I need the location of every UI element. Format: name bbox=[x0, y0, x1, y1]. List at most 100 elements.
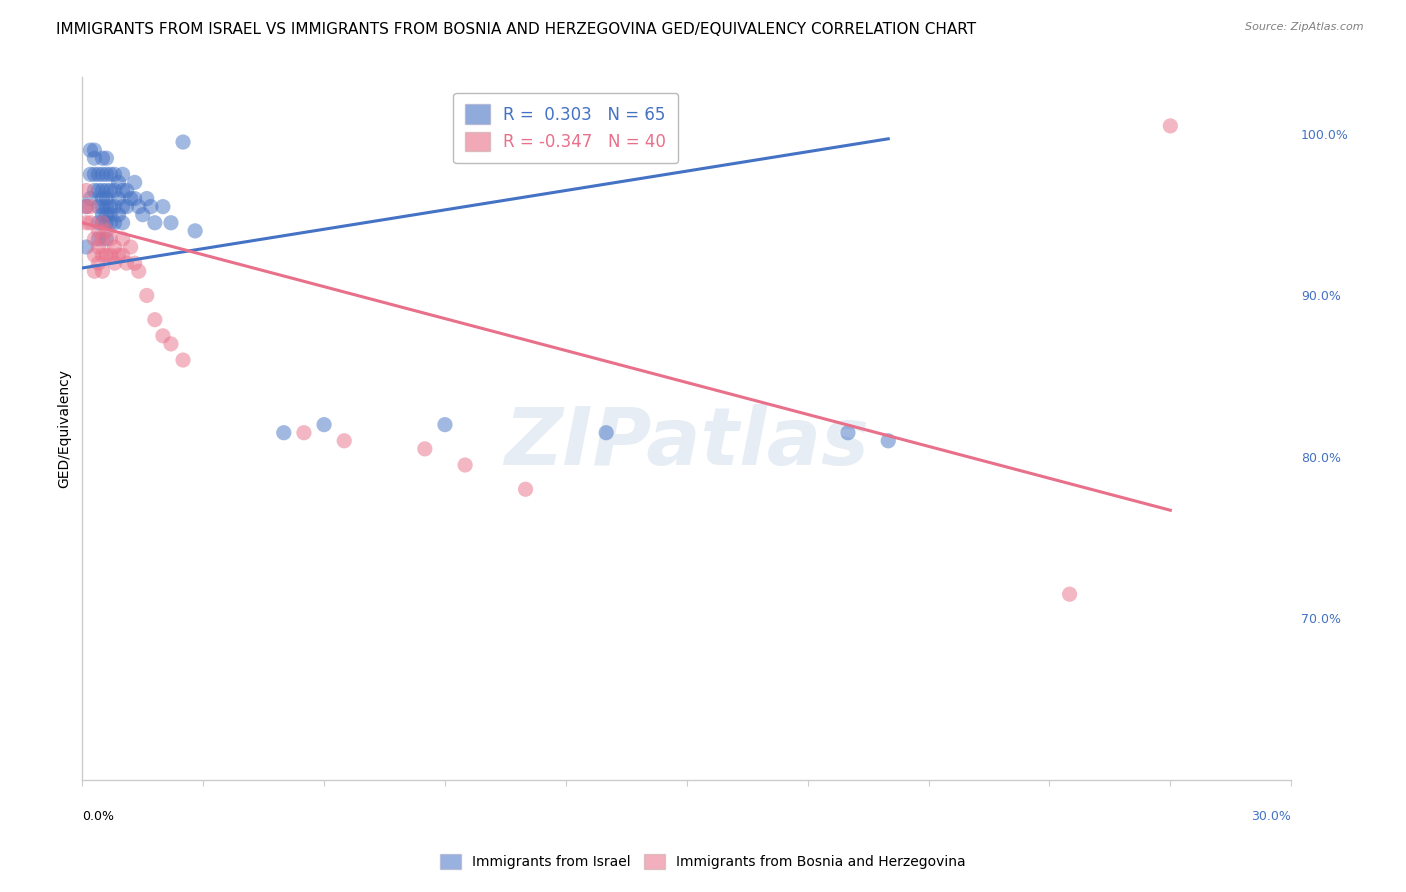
Point bbox=[87, 256, 110, 270]
Point bbox=[79, 143, 101, 157]
Point bbox=[107, 192, 129, 206]
Point bbox=[515, 482, 537, 496]
Point bbox=[79, 167, 101, 181]
Point bbox=[75, 184, 97, 198]
Point bbox=[103, 200, 125, 214]
Point bbox=[79, 216, 101, 230]
Point bbox=[100, 248, 122, 262]
Point bbox=[91, 192, 114, 206]
Point bbox=[124, 192, 146, 206]
Point bbox=[91, 167, 114, 181]
Point bbox=[91, 248, 114, 262]
Point bbox=[83, 264, 105, 278]
Point bbox=[91, 216, 114, 230]
Point bbox=[111, 216, 134, 230]
Point bbox=[83, 151, 105, 165]
Point bbox=[96, 167, 118, 181]
Point bbox=[312, 417, 335, 432]
Point bbox=[172, 353, 194, 368]
Point bbox=[96, 192, 118, 206]
Point bbox=[160, 337, 183, 351]
Point bbox=[96, 200, 118, 214]
Text: ZIPatlas: ZIPatlas bbox=[505, 404, 869, 482]
Point bbox=[172, 135, 194, 149]
Point bbox=[111, 248, 134, 262]
Point bbox=[433, 417, 456, 432]
Point bbox=[91, 208, 114, 222]
Point bbox=[454, 458, 477, 472]
Point bbox=[87, 200, 110, 214]
Point bbox=[87, 240, 110, 254]
Text: IMMIGRANTS FROM ISRAEL VS IMMIGRANTS FROM BOSNIA AND HERZEGOVINA GED/EQUIVALENCY: IMMIGRANTS FROM ISRAEL VS IMMIGRANTS FRO… bbox=[56, 22, 976, 37]
Point bbox=[111, 184, 134, 198]
Point bbox=[152, 328, 174, 343]
Legend: R =  0.303   N = 65, R = -0.347   N = 40: R = 0.303 N = 65, R = -0.347 N = 40 bbox=[453, 93, 678, 163]
Point bbox=[413, 442, 436, 456]
Point bbox=[107, 208, 129, 222]
Point bbox=[87, 224, 110, 238]
Point bbox=[96, 224, 118, 238]
Legend: Immigrants from Israel, Immigrants from Bosnia and Herzegovina: Immigrants from Israel, Immigrants from … bbox=[433, 847, 973, 876]
Text: 0.0%: 0.0% bbox=[83, 811, 114, 823]
Point bbox=[135, 192, 157, 206]
Point bbox=[91, 264, 114, 278]
Point bbox=[124, 175, 146, 189]
Point bbox=[91, 200, 114, 214]
Point bbox=[75, 200, 97, 214]
Point bbox=[837, 425, 859, 440]
Point bbox=[96, 248, 118, 262]
Point bbox=[184, 224, 207, 238]
Point bbox=[143, 312, 166, 326]
Text: 30.0%: 30.0% bbox=[1251, 811, 1291, 823]
Point bbox=[87, 216, 110, 230]
Point bbox=[595, 425, 617, 440]
Point bbox=[79, 200, 101, 214]
Point bbox=[91, 232, 114, 246]
Point bbox=[96, 216, 118, 230]
Point bbox=[83, 184, 105, 198]
Point bbox=[100, 216, 122, 230]
Point bbox=[103, 216, 125, 230]
Point bbox=[100, 208, 122, 222]
Point bbox=[100, 232, 122, 246]
Point bbox=[83, 248, 105, 262]
Point bbox=[96, 208, 118, 222]
Point bbox=[111, 167, 134, 181]
Point bbox=[96, 184, 118, 198]
Point bbox=[111, 232, 134, 246]
Point bbox=[120, 240, 142, 254]
Point bbox=[111, 200, 134, 214]
Point bbox=[152, 200, 174, 214]
Y-axis label: GED/Equivalency: GED/Equivalency bbox=[58, 369, 72, 488]
Point bbox=[75, 200, 97, 214]
Point bbox=[83, 232, 105, 246]
Point bbox=[128, 264, 150, 278]
Point bbox=[103, 167, 125, 181]
Point bbox=[75, 240, 97, 254]
Point bbox=[103, 240, 125, 254]
Text: Source: ZipAtlas.com: Source: ZipAtlas.com bbox=[1246, 22, 1364, 32]
Point bbox=[96, 151, 118, 165]
Point bbox=[128, 200, 150, 214]
Point bbox=[91, 151, 114, 165]
Point bbox=[100, 184, 122, 198]
Point bbox=[1059, 587, 1081, 601]
Point bbox=[1159, 119, 1181, 133]
Point bbox=[87, 184, 110, 198]
Point bbox=[135, 288, 157, 302]
Point bbox=[91, 216, 114, 230]
Point bbox=[160, 216, 183, 230]
Point bbox=[877, 434, 900, 448]
Point bbox=[139, 200, 162, 214]
Point bbox=[115, 200, 138, 214]
Point bbox=[115, 256, 138, 270]
Point bbox=[107, 248, 129, 262]
Point bbox=[75, 216, 97, 230]
Point bbox=[91, 184, 114, 198]
Point bbox=[273, 425, 295, 440]
Point bbox=[107, 175, 129, 189]
Point bbox=[333, 434, 356, 448]
Point bbox=[115, 184, 138, 198]
Point bbox=[79, 192, 101, 206]
Point bbox=[87, 232, 110, 246]
